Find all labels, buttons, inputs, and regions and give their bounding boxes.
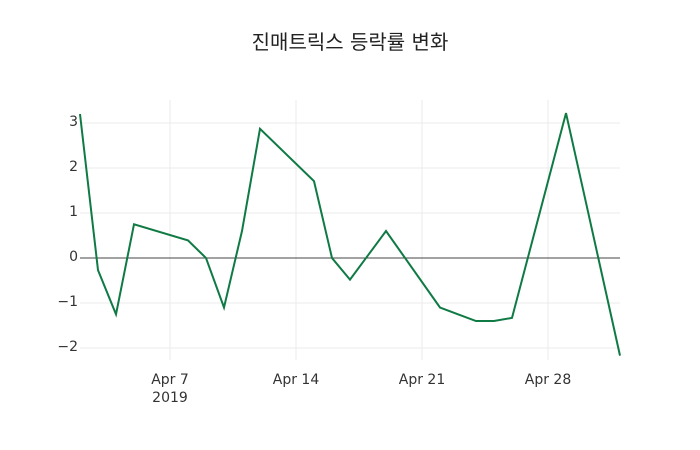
y-tick-label: 1 — [69, 204, 78, 220]
y-tick-label: −2 — [57, 339, 78, 355]
y-tick-label: 2 — [69, 159, 78, 175]
x-tick-label: Apr 28 — [524, 372, 572, 388]
series-line — [79, 112, 621, 356]
y-tick-label: 0 — [69, 249, 78, 265]
gridlines — [80, 100, 620, 360]
x-tick-label: Apr 7 2019 — [151, 372, 189, 406]
chart-title: 진매트릭스 등락률 변화 — [251, 30, 449, 54]
x-tick-label: Apr 14 — [272, 372, 320, 388]
y-tick-label: −1 — [57, 294, 78, 310]
x-tick-label: Apr 21 — [398, 372, 446, 388]
y-tick-label: 3 — [69, 114, 78, 130]
